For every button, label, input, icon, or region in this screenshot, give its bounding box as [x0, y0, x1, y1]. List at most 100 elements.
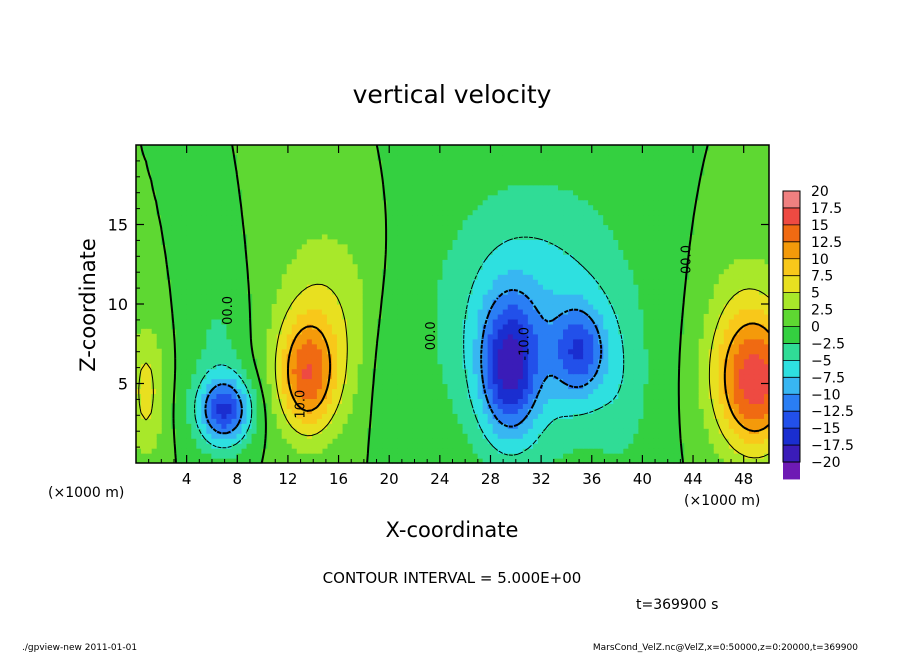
- field-cell: [246, 338, 253, 345]
- field-cell: [638, 443, 644, 449]
- field-cell: [673, 244, 680, 250]
- field-cell: [653, 224, 660, 231]
- field-cell: [447, 318, 454, 325]
- field-cell: [578, 453, 584, 459]
- field-cell: [211, 428, 217, 434]
- field-cell: [502, 259, 509, 265]
- field-cell: [477, 403, 484, 409]
- field-cell: [608, 348, 614, 355]
- field-cell: [281, 353, 288, 360]
- field-cell: [532, 308, 539, 315]
- field-cell: [206, 423, 212, 429]
- field-cell: [753, 274, 760, 280]
- field-cell: [527, 433, 534, 439]
- field-cell: [638, 338, 644, 345]
- field-cell: [216, 448, 222, 454]
- field-cell: [171, 294, 177, 300]
- field-cell: [653, 438, 660, 444]
- field-cell: [532, 323, 539, 330]
- field-cell: [723, 304, 730, 310]
- field-cell: [623, 348, 629, 355]
- field-cell: [708, 428, 715, 434]
- field-cell: [296, 318, 303, 325]
- field-cell: [653, 239, 660, 245]
- field-cell: [156, 418, 162, 424]
- field-cell: [733, 368, 740, 375]
- field-cell: [382, 318, 388, 325]
- field-cell: [593, 433, 599, 439]
- field-cell: [703, 368, 710, 375]
- field-cell: [437, 244, 444, 250]
- field-cell: [643, 279, 650, 285]
- field-cell: [437, 383, 444, 390]
- field-cell: [472, 294, 479, 300]
- field-cell: [352, 269, 358, 275]
- field-cell: [196, 388, 202, 395]
- field-cell: [462, 413, 469, 419]
- field-cell: [206, 323, 212, 330]
- field-cell: [492, 244, 499, 250]
- field-cell: [407, 308, 413, 315]
- field-cell: [457, 423, 464, 429]
- field-cell: [236, 279, 243, 285]
- field-cell: [623, 289, 629, 295]
- field-cell: [608, 428, 614, 434]
- field-cell: [326, 383, 333, 390]
- field-cell: [241, 274, 248, 280]
- field-cell: [181, 458, 187, 464]
- field-cell: [552, 408, 559, 414]
- field-cell: [733, 279, 740, 285]
- field-cell: [517, 393, 524, 400]
- field-cell: [382, 418, 388, 424]
- field-cell: [136, 378, 142, 385]
- field-cell: [176, 304, 182, 310]
- field-cell: [432, 244, 439, 250]
- field-cell: [748, 378, 755, 385]
- field-cell: [633, 368, 639, 375]
- field-cell: [452, 348, 459, 355]
- field-cell: [191, 269, 197, 275]
- field-cell: [437, 249, 444, 255]
- field-cell: [552, 244, 559, 250]
- field-cell: [723, 453, 730, 459]
- field-cell: [311, 433, 318, 439]
- field-cell: [141, 388, 147, 395]
- field-cell: [563, 433, 569, 439]
- field-cell: [648, 328, 655, 335]
- field-cell: [718, 289, 725, 295]
- field-cell: [206, 378, 212, 385]
- field-cell: [357, 353, 363, 360]
- field-cell: [613, 304, 619, 310]
- field-cell: [196, 368, 202, 375]
- field-cell: [517, 274, 524, 280]
- field-cell: [507, 234, 514, 241]
- field-cell: [633, 244, 639, 250]
- field-cell: [547, 244, 554, 250]
- field-cell: [558, 239, 564, 245]
- field-cell: [593, 313, 599, 320]
- field-cell: [336, 284, 343, 290]
- field-cell: [743, 289, 750, 295]
- field-cell: [407, 413, 413, 419]
- field-cell: [141, 383, 147, 390]
- field-cell: [452, 428, 459, 434]
- field-cell: [623, 373, 629, 380]
- field-cell: [542, 264, 549, 270]
- field-cell: [341, 269, 348, 275]
- field-cell: [321, 418, 328, 424]
- field-cell: [286, 274, 293, 280]
- field-cell: [397, 433, 403, 439]
- field-cell: [397, 458, 403, 464]
- field-cell: [467, 234, 474, 241]
- field-cell: [678, 249, 685, 255]
- field-cell: [638, 318, 644, 325]
- field-cell: [668, 264, 675, 270]
- field-cell: [603, 313, 609, 320]
- field-cell: [748, 363, 755, 370]
- field-cell: [437, 318, 444, 325]
- field-cell: [196, 348, 202, 355]
- field-cell: [698, 383, 705, 390]
- field-cell: [477, 428, 484, 434]
- field-cell: [326, 333, 333, 340]
- field-cell: [733, 348, 740, 355]
